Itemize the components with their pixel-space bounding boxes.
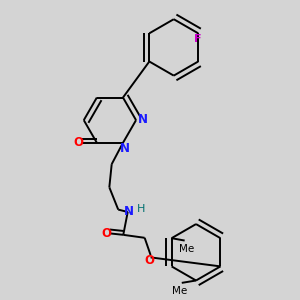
Text: O: O	[144, 254, 154, 268]
Text: O: O	[101, 227, 111, 240]
Text: Me: Me	[179, 244, 194, 254]
Text: F: F	[194, 34, 202, 44]
Text: N: N	[120, 142, 130, 154]
Text: N: N	[124, 205, 134, 218]
Text: H: H	[136, 204, 145, 214]
Text: O: O	[74, 136, 84, 149]
Text: Me: Me	[172, 286, 188, 296]
Text: N: N	[138, 113, 148, 126]
